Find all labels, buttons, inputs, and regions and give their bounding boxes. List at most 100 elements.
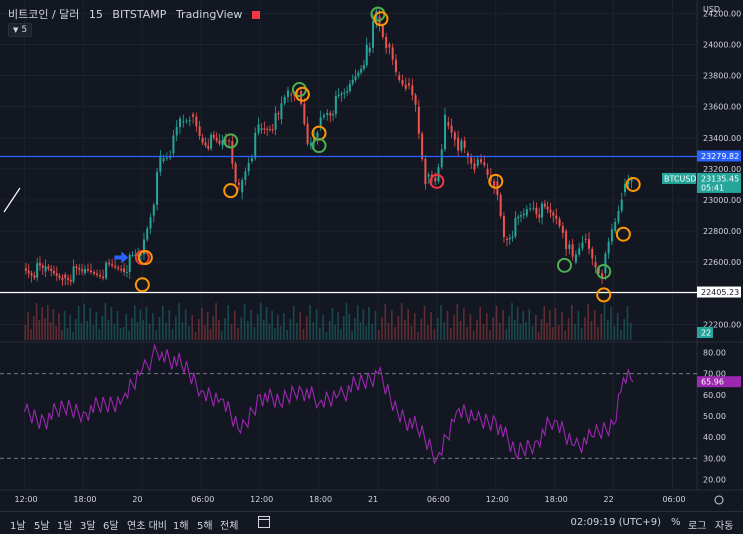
volume-bar	[407, 309, 410, 340]
candle-body	[111, 264, 114, 266]
candle-body	[555, 215, 558, 219]
volume-bar	[331, 308, 334, 340]
marker-circle-green[interactable]	[311, 138, 327, 154]
volume-bar	[204, 325, 206, 340]
candle-body	[476, 159, 479, 166]
candle-body	[601, 273, 604, 279]
timeframe-3m[interactable]: 3달	[80, 521, 96, 532]
timeframe-5d[interactable]: 5날	[34, 521, 50, 532]
candle-body	[450, 125, 453, 133]
chart-canvas[interactable]: 22200.0022400.0022600.0022800.0023000.00…	[0, 0, 743, 512]
volume-bar	[427, 325, 429, 340]
timeframe-all[interactable]: 전체	[220, 521, 239, 532]
timeframe-6m[interactable]: 6달	[103, 521, 119, 532]
price-tick-label: 23400.00	[703, 134, 741, 143]
candle-body	[381, 25, 384, 37]
volume-bar	[620, 330, 622, 340]
trendline-drawing[interactable]	[3, 187, 21, 213]
marker-circle-orange[interactable]	[223, 183, 239, 199]
candle-body	[224, 140, 227, 142]
time-tick-label: 12:00	[486, 495, 509, 504]
candle-body	[86, 269, 89, 271]
volume-bar	[549, 310, 551, 340]
clock-label[interactable]: 02:09:19 (UTC+9)	[570, 517, 661, 528]
volume-bar	[495, 306, 498, 340]
volume-bar	[247, 321, 249, 340]
marker-circle-orange[interactable]	[137, 250, 153, 266]
marker-circle-orange[interactable]	[596, 287, 612, 303]
log-toggle[interactable]: 로그	[688, 521, 707, 532]
price-tick-label: 24000.00	[703, 40, 741, 49]
time-tick-label: 22	[604, 495, 614, 504]
arrow-icon[interactable]	[114, 251, 129, 264]
candle-body	[44, 266, 47, 272]
candle-body	[277, 113, 280, 115]
volume-tag-bg	[697, 327, 713, 338]
volume-bar	[148, 324, 151, 340]
volume-bar	[433, 329, 436, 340]
candle-body	[614, 221, 617, 232]
timeframe-ytd[interactable]: 연초 대비	[127, 521, 167, 532]
candle-body	[348, 83, 351, 92]
marker-circle-green[interactable]	[223, 133, 239, 149]
volume-bar	[104, 303, 107, 340]
volume-bar	[345, 303, 348, 340]
volume-bar	[554, 308, 557, 340]
auto-toggle[interactable]: 자동	[715, 521, 734, 532]
volume-bar	[459, 321, 462, 340]
candle-body	[351, 80, 354, 84]
volume-bar	[181, 322, 184, 340]
marker-circle-green[interactable]	[556, 257, 572, 273]
gear-icon[interactable]	[714, 495, 724, 505]
volume-bar	[49, 322, 52, 340]
indicator-collapse-chip[interactable]: ▼ 5	[8, 23, 33, 37]
symbol-name[interactable]: 비트코인 / 달러	[8, 8, 80, 21]
timeframe-1m[interactable]: 1달	[57, 521, 73, 532]
interval-label[interactable]: 15	[88, 8, 103, 21]
candle-body	[483, 162, 486, 166]
marker-circle-orange[interactable]	[294, 86, 310, 102]
volume-bar	[77, 306, 80, 340]
candle-body	[210, 134, 213, 149]
timeframe-1d[interactable]: 1날	[10, 521, 26, 532]
volume-bar	[30, 329, 32, 340]
candle-body	[565, 231, 568, 249]
price-tick-label: 23000.00	[703, 196, 741, 205]
candle-body	[78, 267, 81, 270]
volume-bar	[55, 326, 57, 340]
candle-body	[398, 75, 401, 81]
volume-bar	[63, 311, 66, 340]
price-tick-label: 22600.00	[703, 258, 741, 267]
volume-bar	[513, 320, 516, 340]
volume-tag-label: 22	[701, 329, 711, 338]
candle-body	[75, 266, 78, 268]
volume-bar	[168, 310, 171, 340]
marker-circle-orange[interactable]	[134, 277, 150, 293]
candle-body	[254, 132, 257, 159]
marker-circle-green[interactable]	[596, 264, 612, 280]
volume-bar	[391, 310, 393, 340]
marker-circle-orange[interactable]	[625, 176, 641, 192]
candle-body	[185, 120, 188, 122]
flag-icon[interactable]	[251, 11, 260, 19]
volume-bar	[587, 304, 589, 340]
marker-circle-orange[interactable]	[488, 173, 504, 189]
marker-circle-red[interactable]	[429, 173, 445, 189]
candle-body	[244, 171, 247, 180]
marker-circle-orange[interactable]	[373, 11, 389, 27]
candle-body	[329, 112, 332, 116]
volume-bar	[107, 320, 110, 340]
volume-bar	[571, 305, 573, 340]
volume-bar	[72, 332, 74, 340]
timeframe-1y[interactable]: 1해	[173, 521, 189, 532]
candle-body	[72, 266, 75, 282]
candle-body	[574, 254, 577, 263]
candle-body	[96, 273, 99, 276]
timeframe-5y[interactable]: 5해	[197, 521, 213, 532]
volume-bar	[469, 314, 472, 340]
candle-body	[517, 216, 520, 219]
percent-toggle[interactable]: %	[671, 517, 681, 528]
volume-bar	[354, 318, 356, 340]
calendar-icon[interactable]	[258, 516, 270, 528]
marker-circle-orange[interactable]	[615, 226, 631, 242]
